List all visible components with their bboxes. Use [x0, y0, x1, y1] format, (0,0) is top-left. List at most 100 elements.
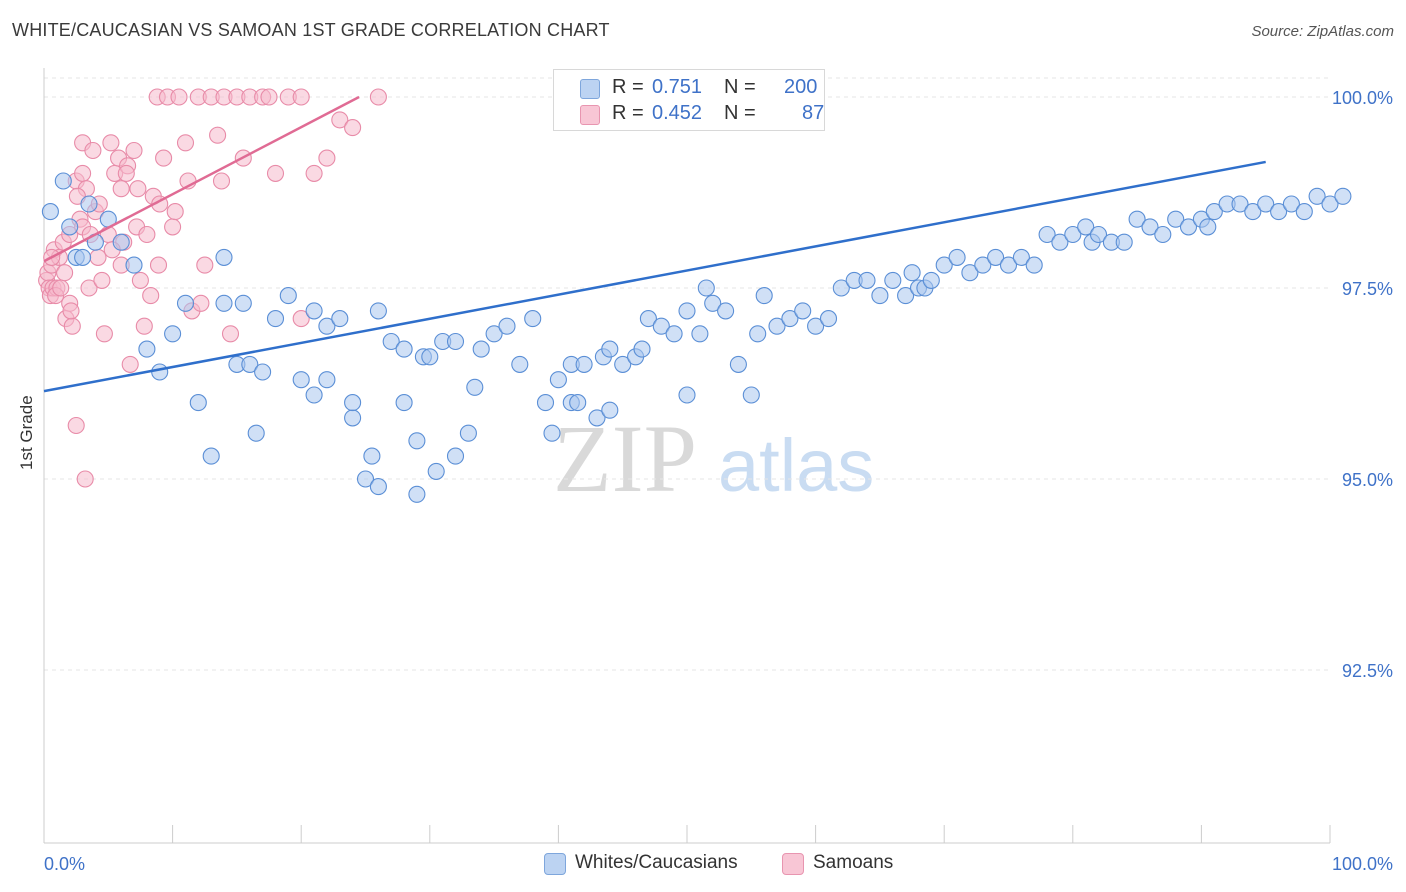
- y-axis-label: 1st Grade: [17, 395, 36, 470]
- grid-lines: [44, 77, 1330, 671]
- whites-point: [421, 348, 439, 366]
- whites-point: [408, 485, 426, 503]
- whites-point: [305, 302, 323, 320]
- whites-point: [948, 248, 966, 266]
- axes: [43, 68, 1331, 844]
- whites-point: [543, 424, 561, 442]
- whites-point: [1231, 195, 1249, 213]
- whites-point: [549, 371, 567, 389]
- legend-r-value: 0.751: [652, 76, 703, 98]
- whites-point: [1308, 187, 1326, 205]
- samoans-point: [89, 248, 107, 266]
- samoans-point: [125, 141, 143, 160]
- samoans-point: [192, 294, 210, 312]
- samoans-point: [93, 271, 111, 289]
- bottom-legend-label: Samoans: [813, 852, 894, 873]
- x-tick-labels: 0.0% 100.0%: [44, 854, 1393, 874]
- samoans-point: [318, 149, 336, 167]
- whites-point: [1282, 195, 1300, 213]
- whites-point: [903, 264, 921, 282]
- legend-swatch-pink: [580, 105, 600, 125]
- whites-point: [781, 310, 799, 328]
- whites-point: [395, 340, 413, 358]
- whites-point: [768, 317, 786, 335]
- watermark: ZIP atlas: [553, 405, 874, 512]
- samoans-point: [62, 302, 80, 320]
- whites-point: [369, 478, 387, 496]
- samoans-point: [56, 264, 74, 282]
- whites-point: [871, 287, 889, 305]
- whites-point: [1167, 210, 1185, 228]
- samoans-point: [112, 180, 130, 198]
- whites-point: [498, 317, 516, 335]
- samoans-point: [131, 271, 149, 289]
- whites-point: [331, 310, 349, 328]
- whites-point: [125, 256, 143, 274]
- whites-point: [234, 294, 252, 312]
- whites-point: [614, 355, 632, 373]
- whites-point: [408, 432, 426, 450]
- whites-point: [633, 340, 651, 358]
- whites-point: [54, 172, 72, 190]
- whites-point: [704, 294, 722, 312]
- whites-point: [112, 233, 130, 251]
- samoans-point: [74, 164, 92, 182]
- whites-point: [1295, 203, 1313, 221]
- samoans-point: [135, 317, 153, 335]
- whites-point: [678, 386, 696, 404]
- whites-point: [639, 310, 657, 328]
- whites-point: [61, 218, 79, 236]
- whites-point: [536, 394, 555, 412]
- whites-point: [1244, 203, 1262, 221]
- whites-point: [80, 195, 98, 213]
- whites-point: [665, 325, 683, 343]
- legend-n-label: N =: [724, 102, 756, 124]
- whites-point: [215, 294, 233, 312]
- samoans-point: [121, 355, 139, 373]
- whites-point: [601, 340, 619, 358]
- whites-point: [305, 386, 323, 404]
- bottom-legend-label: Whites/Caucasians: [575, 852, 738, 873]
- whites-point: [1077, 218, 1095, 236]
- whites-point: [717, 302, 735, 320]
- whites-point: [472, 340, 490, 358]
- bottom-legend-swatch-blue: [544, 853, 566, 875]
- samoans-trend-line: [43, 95, 360, 263]
- samoans-point: [260, 88, 278, 106]
- samoans-point: [155, 149, 173, 167]
- samoans-point: [84, 141, 102, 160]
- whites-point: [395, 394, 413, 412]
- y-tick-label: 95.0%: [1342, 470, 1393, 490]
- whites-point: [729, 355, 747, 373]
- y-tick-label: 92.5%: [1342, 661, 1393, 681]
- samoans-point: [292, 88, 310, 106]
- whites-point: [832, 279, 850, 297]
- watermark-zip: ZIP: [553, 405, 697, 512]
- watermark-atlas: atlas: [718, 424, 874, 507]
- whites-point: [524, 310, 542, 328]
- whites-point: [697, 279, 715, 297]
- whites-point: [446, 447, 465, 465]
- samoans-point: [138, 225, 156, 244]
- legend-n-value: 87: [802, 102, 825, 124]
- source-label: Source: ZipAtlas.com: [1251, 23, 1394, 40]
- whites-point: [588, 409, 606, 427]
- whites-points: [41, 172, 1352, 503]
- x-tick-label: 0.0%: [44, 854, 85, 874]
- whites-point: [427, 462, 445, 480]
- correlation-legend: R = 0.751 N = 200 R = 0.452 N = 87: [553, 69, 825, 131]
- legend-n-label: N =: [724, 76, 756, 98]
- samoans-point: [164, 218, 182, 236]
- whites-point: [1179, 218, 1198, 236]
- whites-point: [279, 287, 297, 305]
- samoans-point: [67, 416, 85, 435]
- whites-point: [485, 325, 503, 343]
- whites-point: [569, 394, 587, 412]
- whites-point: [466, 378, 484, 396]
- whites-point: [74, 248, 92, 266]
- whites-point: [601, 401, 619, 419]
- whites-point: [1199, 218, 1217, 236]
- samoans-points: [38, 88, 387, 488]
- samoans-point: [95, 325, 113, 343]
- whites-point: [961, 264, 979, 282]
